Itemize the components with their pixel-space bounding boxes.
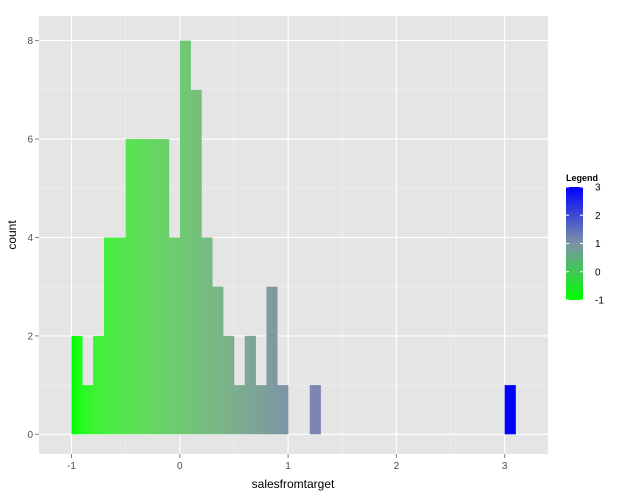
x-tick-label: 0 — [177, 461, 183, 472]
x-axis-title: salesfromtarget — [252, 477, 335, 491]
legend-title: Legend — [566, 173, 598, 183]
y-tick-label: 2 — [27, 331, 33, 342]
legend: Legend 3 2 1 0 -1 — [566, 173, 604, 307]
histogram-bar — [179, 40, 191, 435]
histogram-bar — [201, 237, 213, 435]
legend-label: 0 — [595, 267, 601, 278]
legend-colorbar — [566, 187, 583, 300]
grid-minor — [39, 16, 548, 454]
x-tick-label: 1 — [285, 461, 291, 472]
histogram-bar — [223, 335, 235, 435]
histogram-bar — [136, 139, 148, 435]
y-axis-title: count — [5, 220, 19, 250]
legend-label: 3 — [595, 183, 601, 194]
y-tick-label: 0 — [27, 430, 33, 441]
histogram-bars — [71, 40, 516, 435]
histogram-bar — [125, 139, 137, 435]
histogram-bar — [277, 385, 289, 435]
legend-label: 2 — [595, 211, 601, 222]
histogram-bar — [504, 385, 516, 435]
histogram-bar — [212, 286, 224, 435]
histogram-bar — [114, 237, 126, 435]
histogram-bar — [147, 139, 159, 435]
histogram-bar — [190, 89, 202, 435]
histogram-bar — [71, 335, 83, 435]
histogram-bar — [255, 385, 267, 435]
x-tick-label: 2 — [394, 461, 400, 472]
y-axis: 0 2 4 6 8 — [27, 36, 39, 441]
y-tick-label: 8 — [27, 36, 33, 47]
histogram-bar — [168, 237, 181, 435]
x-tick-label: -1 — [67, 461, 76, 472]
legend-label: 1 — [595, 239, 601, 250]
histogram-bar — [93, 335, 105, 435]
x-tick-label: 3 — [502, 461, 508, 472]
histogram-bar — [244, 335, 256, 435]
histogram-bar — [158, 139, 170, 435]
histogram-bar — [266, 286, 278, 435]
histogram-bar — [309, 385, 321, 435]
x-axis: -1 0 1 2 3 — [67, 454, 508, 472]
legend-ticks: 3 2 1 0 -1 — [566, 183, 604, 307]
histogram-bar — [82, 385, 94, 435]
histogram-bar — [233, 385, 246, 435]
legend-label: -1 — [595, 296, 604, 307]
y-tick-label: 6 — [27, 135, 33, 146]
histogram-bar — [103, 237, 116, 435]
y-tick-label: 4 — [27, 233, 33, 244]
